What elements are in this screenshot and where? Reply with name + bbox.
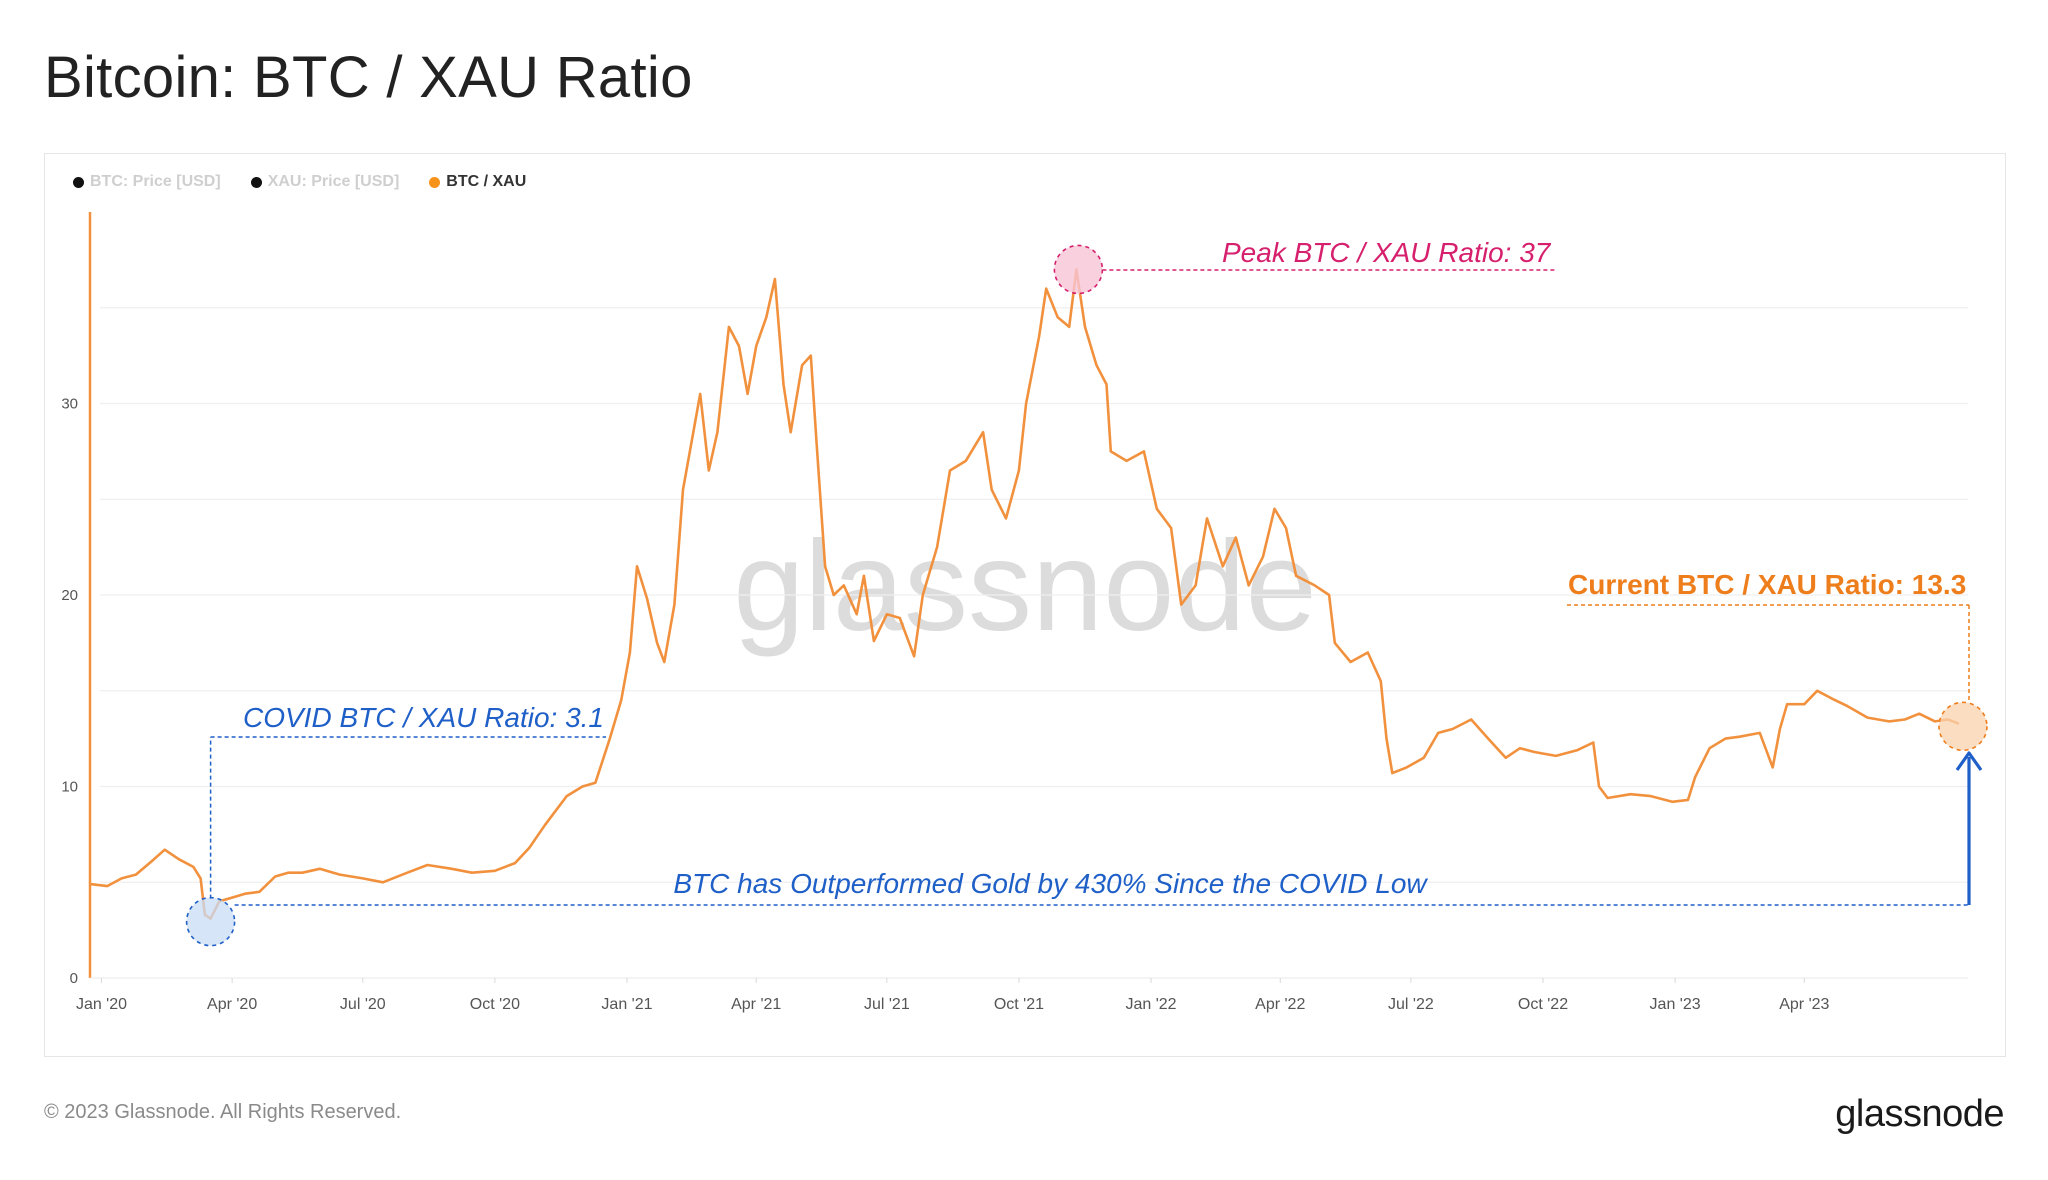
axes: 0 10 20 30 Jan '20 Apr '20 Jul '20 Oct '20 Jan '… [61,212,1968,1013]
peak-annotation-label: Peak BTC / XAU Ratio: 37 [1222,237,1552,268]
x-tick-label: Oct '22 [1518,996,1568,1013]
x-tick-label: Jul '21 [864,996,910,1013]
outperformance-annotation-label: BTC has Outperformed Gold by 430% Since … [673,868,1428,899]
legend-item-btc-xau[interactable]: BTC / XAU [429,173,526,191]
legend-label: BTC / XAU [446,173,527,190]
x-tick-label: Apr '20 [207,996,257,1013]
x-tick-label: Jul '22 [1388,996,1434,1013]
series-line-btc-xau [90,268,1960,920]
legend-dot-icon [429,176,441,188]
current-annotation-label: Current BTC / XAU Ratio: 13.3 [1568,569,1966,600]
x-tick-label: Apr '23 [1779,996,1829,1013]
page-title: Bitcoin: BTC / XAU Ratio [44,45,693,110]
legend-dot-icon [250,176,262,188]
legend-dot-icon [73,176,84,188]
legend-label: XAU: Price [USD] [267,173,400,190]
chart-legend: BTC: Price [USD] XAU: Price [USD] BTC / … [73,170,556,194]
x-tick-label: Jan '23 [1650,996,1701,1013]
current-marker [1938,701,1988,752]
x-tick-label: Apr '21 [731,996,781,1013]
x-tick-label: Apr '22 [1255,996,1305,1013]
y-tick-label: 0 [70,970,78,987]
x-tick-label: Oct '20 [470,996,520,1013]
y-tick-label: 30 [61,396,78,413]
covid-annotation-label: COVID BTC / XAU Ratio: 3.1 [243,702,604,733]
covid-low-marker [185,896,236,947]
copyright-text: © 2023 Glassnode. All Rights Reserved. [44,1101,402,1123]
watermark-text: glassnode [733,515,1317,658]
y-tick-label: 20 [61,587,78,604]
x-tick-label: Jan '20 [76,996,127,1013]
legend-label: BTC: Price [USD] [90,173,221,190]
y-tick-label: 10 [61,779,78,796]
legend-item-xau-price[interactable]: XAU: Price [USD] [250,173,400,191]
x-tick-label: Oct '21 [994,996,1044,1013]
series-layer [90,268,1960,920]
peak-marker [1053,244,1104,295]
glassnode-logo: glassnode [1835,1093,2004,1135]
annotations: COVID BTC / XAU Ratio: 3.1 BTC has Outper… [185,237,1988,947]
x-tick-label: Jan '21 [601,996,652,1013]
arrow-up-icon [1955,751,1983,771]
x-tick-label: Jul '20 [340,996,386,1013]
x-tick-label: Jan '22 [1125,996,1176,1013]
grid-lines [100,307,1968,883]
legend-item-btc-price[interactable]: BTC: Price [USD] [73,173,221,191]
